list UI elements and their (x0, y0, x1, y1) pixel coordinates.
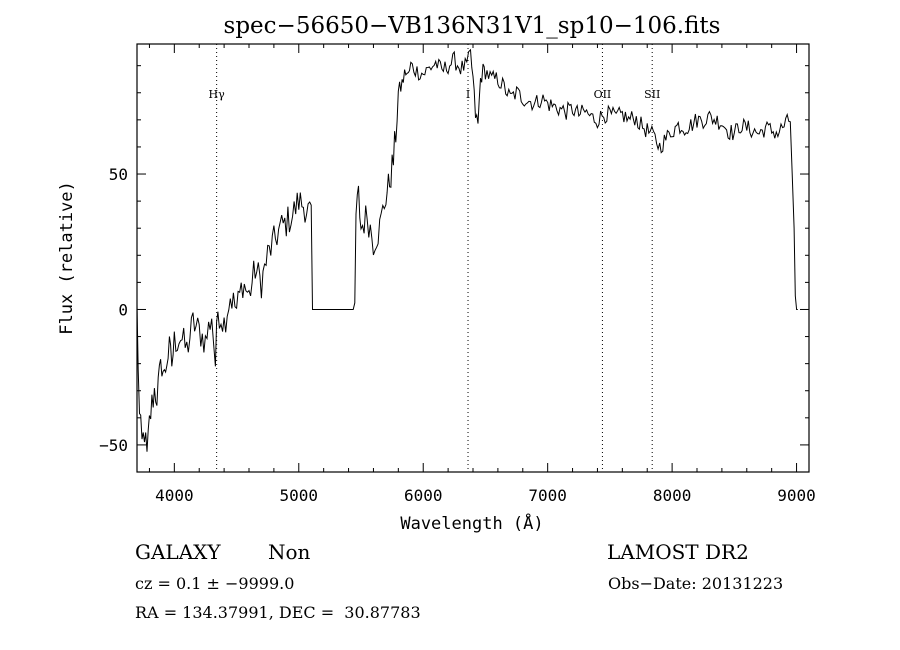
line-marker-label: Hγ (209, 88, 226, 101)
y-axis-label: Flux (relative) (57, 181, 77, 335)
y-tick-label: −50 (99, 436, 128, 455)
redshift-text: cz = 0.1 ± −9999.0 (135, 574, 295, 593)
y-tick-label: 0 (118, 300, 128, 319)
x-tick-label: 7000 (528, 486, 567, 505)
plot-frame (136, 43, 810, 473)
axis-ticks: 4000 5000 6000 7000 8000 9000 −50 0 50 (99, 44, 816, 505)
emission-line-markers: Hγ I OII SII (209, 44, 660, 472)
x-tick-label: 4000 (155, 486, 194, 505)
spectrum-line (136, 48, 798, 452)
object-class: GALAXY (135, 540, 221, 564)
obs-date-text: Obs−Date: 20131223 (608, 574, 784, 593)
x-tick-label: 8000 (653, 486, 692, 505)
coordinates-text: RA = 134.37991, DEC = 30.87783 (135, 603, 421, 622)
x-tick-label: 5000 (280, 486, 319, 505)
x-axis-label: Wavelength (Å) (400, 512, 543, 534)
line-marker-label: OII (594, 88, 612, 101)
y-tick-label: 50 (109, 165, 128, 184)
survey-name: LAMOST DR2 (607, 540, 749, 564)
line-marker-label: SII (644, 88, 660, 101)
spectrum-series (136, 48, 798, 452)
object-subclass: Non (268, 540, 311, 564)
x-tick-label: 9000 (777, 486, 816, 505)
chart-title: spec−56650−VB136N31V1_sp10−106.fits (224, 13, 721, 39)
line-marker-label: I (466, 88, 470, 101)
x-tick-label: 6000 (404, 486, 443, 505)
